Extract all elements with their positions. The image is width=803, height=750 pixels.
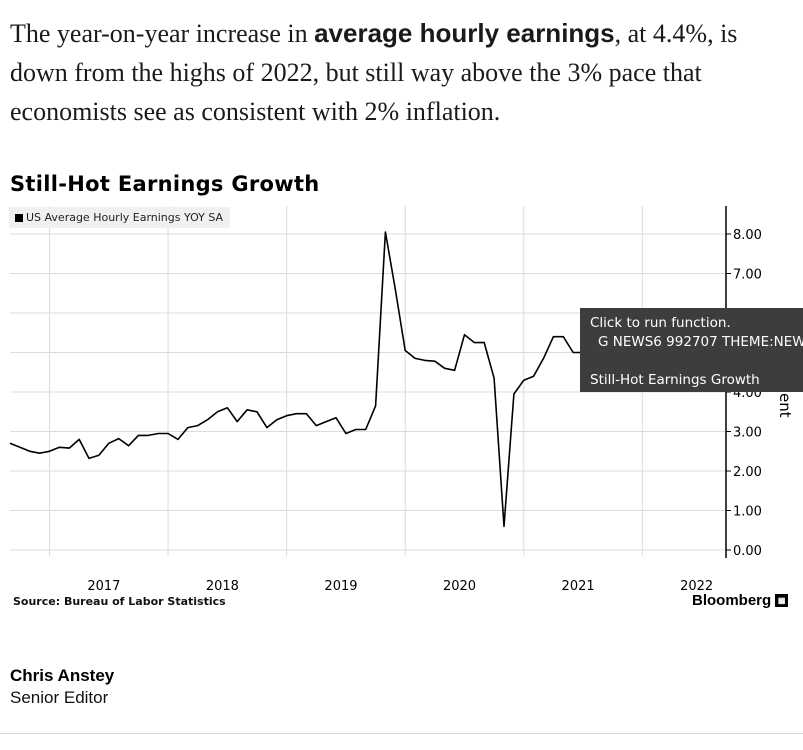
y-tick-label: 1.00: [733, 505, 762, 520]
x-tick-label: 2020: [443, 579, 476, 590]
x-tick-label: 2019: [324, 579, 357, 590]
intro-text-before: The year-on-year increase in: [10, 19, 315, 48]
tooltip[interactable]: Click to run function. G NEWS6 992707 TH…: [580, 308, 803, 392]
series-line: [9, 231, 653, 528]
intro-paragraph: The year-on-year increase in average hou…: [10, 14, 795, 131]
y-tick-label: 8.00: [733, 228, 762, 243]
author-name[interactable]: Chris Anstey: [10, 666, 115, 685]
tooltip-line-2: G NEWS6 992707 THEME:NEW: [598, 334, 803, 350]
x-tick-label: 2017: [87, 579, 120, 590]
source-note: Source: Bureau of Labor Statistics: [13, 595, 226, 608]
tooltip-line-3: Still-Hot Earnings Growth: [590, 372, 760, 388]
y-tick-label: 2.00: [733, 465, 762, 480]
x-axis-ticks: 2017 2018 2019 2020 2021 2022: [87, 579, 713, 590]
author-role: Senior Editor: [10, 688, 109, 707]
legend-label: US Average Hourly Earnings YOY SA: [26, 211, 224, 224]
y-tick-label: 3.00: [733, 426, 762, 441]
divider: [0, 733, 803, 734]
line-chart[interactable]: 0.001.002.003.004.007.008.00 2017 2018 201…: [0, 200, 803, 590]
x-tick-label: 2022: [680, 579, 713, 590]
grid-lines: [10, 206, 726, 556]
chart-title: Still-Hot Earnings Growth: [10, 172, 320, 196]
brand-name: Bloomberg: [692, 592, 772, 609]
x-tick-label: 2018: [206, 579, 239, 590]
legend: US Average Hourly Earnings YOY SA: [9, 207, 231, 228]
intro-text-bold: average hourly earnings: [314, 18, 615, 48]
tooltip-line-1: Click to run function.: [590, 315, 731, 331]
y-axis-ticks: 0.001.002.003.004.007.008.00: [726, 228, 762, 559]
x-tick-label: 2021: [562, 579, 595, 590]
axis-side-label: ent: [776, 393, 794, 418]
y-tick-label: 0.00: [733, 544, 762, 559]
bloomberg-logo[interactable]: Bloomberg ▦: [692, 592, 789, 609]
bloomberg-badge-icon: ▦: [775, 594, 789, 607]
y-tick-label: 7.00: [733, 268, 762, 283]
legend-swatch: [15, 213, 23, 222]
intro-text-after: , at 4.4%, is down from the highs of 202…: [10, 19, 738, 126]
